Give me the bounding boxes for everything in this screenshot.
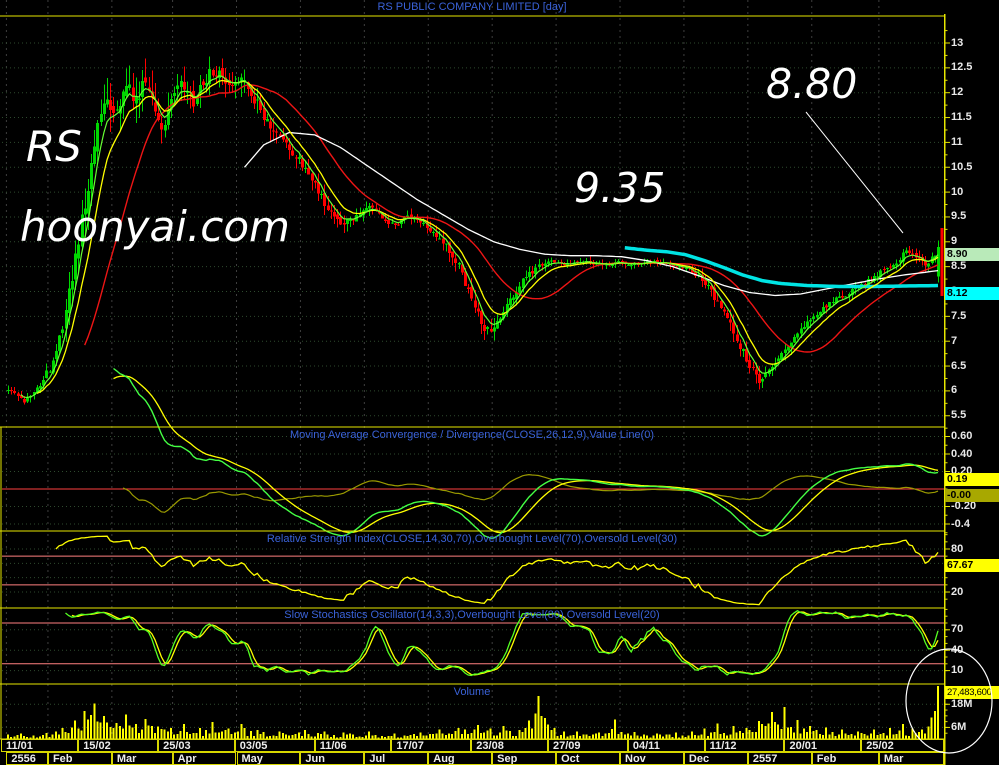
rsi-line <box>55 535 939 606</box>
month-box: Feb <box>47 752 112 765</box>
month-box: Oct <box>556 752 620 765</box>
month-box: Apr <box>172 752 237 765</box>
price-axis-label: 12.5 <box>951 61 973 74</box>
month-box: Sep <box>492 752 557 765</box>
watermark-website: hoonyai.com <box>20 202 290 251</box>
month-box: May <box>236 752 301 765</box>
watermark-ticker: RS <box>26 122 82 171</box>
price-axis-label: 8.5 <box>951 260 967 273</box>
price-axis-label: 7.5 <box>951 309 967 322</box>
price-value-tag: 8.90 <box>945 248 999 261</box>
price-axis-label: 13 <box>951 36 964 49</box>
date-tick-box: 15/02 <box>78 739 159 752</box>
date-tick-box: 03/05 <box>234 739 315 752</box>
date-tick-box: 11/01 <box>1 739 79 752</box>
ma-200-cyan <box>624 246 939 289</box>
price-axis-label: 7 <box>951 334 958 347</box>
price-axis-label: 11.5 <box>951 111 972 124</box>
price-axis-label: 10.5 <box>951 160 973 173</box>
date-tick-box: 17/07 <box>391 739 472 752</box>
macd-axis-label: -0.20 <box>951 500 977 512</box>
date-tick-box: 23/08 <box>471 739 548 752</box>
month-box: Nov <box>620 752 684 765</box>
date-tick-box: 25/02 <box>861 739 944 752</box>
macd-value-tag: 0.19 <box>945 473 999 486</box>
macd-axis-label: 0.40 <box>951 447 973 460</box>
macd_zero-value-tag: -0.00 <box>945 489 999 502</box>
date-tick-box: 11/06 <box>314 739 392 752</box>
rsi-value-tag: 67.67 <box>945 559 999 572</box>
month-box: Jun <box>300 752 365 765</box>
price-axis-label: 11 <box>951 135 963 148</box>
macd-axis-label: -0.4 <box>951 517 970 530</box>
ma200-value-tag: 8.12 <box>945 287 999 300</box>
month-box: Mar <box>111 752 173 765</box>
month-box: Feb <box>811 752 879 765</box>
price-axis-label: 6.5 <box>951 359 967 372</box>
price-note-880: 8.80 <box>766 60 858 108</box>
macd-histogram-line <box>122 473 939 513</box>
macd-signal-line <box>113 375 939 534</box>
stoch-d-line <box>71 611 939 676</box>
rsi-axis-label: 80 <box>951 542 964 555</box>
volume-bars <box>7 686 939 739</box>
price-note-935: 9.35 <box>574 164 666 212</box>
price-axis-label: 10 <box>951 185 964 198</box>
chart-title: RS PUBLIC COMPANY LIMITED [day] <box>377 1 567 13</box>
ma-5-green <box>20 75 939 399</box>
month-box: Mar <box>878 752 944 765</box>
macd-panel-title: Moving Average Convergence / Divergence(… <box>289 429 655 441</box>
date-tick-box: 11/12 <box>704 739 785 752</box>
price-axis-label: 6 <box>951 384 958 397</box>
price-axis-label: 9.5 <box>951 210 967 223</box>
price-axis-label: 12 <box>951 86 964 99</box>
month-box: 2556 <box>6 752 48 765</box>
date-tick-box: 25/03 <box>158 739 235 752</box>
stoch-axis-label: 40 <box>951 643 964 656</box>
volume-value-tag: 27,483,600 <box>945 686 999 699</box>
price-axis-label: 5.5 <box>951 409 967 422</box>
rsi-axis-label: 20 <box>951 585 964 598</box>
date-tick-box: 04/11 <box>627 739 705 752</box>
month-box: 2557 <box>747 752 812 765</box>
month-box: Jul <box>364 752 429 765</box>
month-box: Aug <box>428 752 493 765</box>
volume-axis-label: 18M <box>951 697 973 710</box>
ma-10-yellow <box>36 79 939 394</box>
rsi-panel-title: Relative Strength Index(CLOSE,14,30,70),… <box>266 533 678 545</box>
stoch-k-line <box>65 609 939 677</box>
macd-line <box>113 367 939 539</box>
stoch-panel-title: Slow Stochastics Oscillator(14,3,3),Over… <box>284 609 660 621</box>
price-axis-label: 9 <box>951 235 958 248</box>
volume-axis-label: 6M <box>951 720 967 733</box>
stoch-axis-label: 70 <box>951 623 964 636</box>
date-tick-box: 27/09 <box>547 739 628 752</box>
month-box: Dec <box>683 752 748 765</box>
stoch-axis-label: 10 <box>951 664 964 677</box>
date-tick-box: 20/01 <box>784 739 862 752</box>
macd-axis-label: 0.60 <box>951 430 973 442</box>
volume-panel-title: Volume <box>453 686 491 698</box>
ma-75-white <box>244 131 939 297</box>
